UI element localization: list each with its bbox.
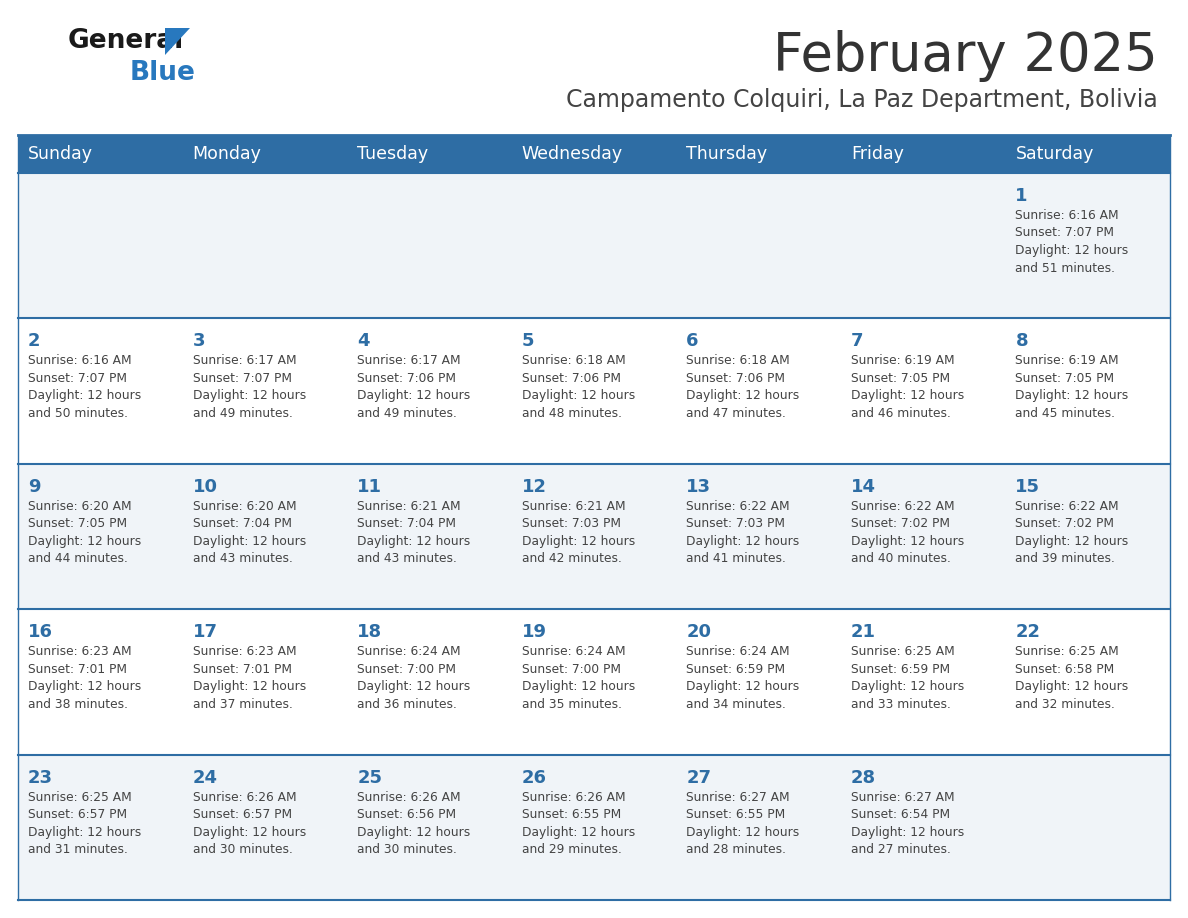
Text: 24: 24 (192, 768, 217, 787)
Text: Wednesday: Wednesday (522, 145, 623, 163)
Text: Campamento Colquiri, La Paz Department, Bolivia: Campamento Colquiri, La Paz Department, … (567, 88, 1158, 112)
Text: 4: 4 (358, 332, 369, 351)
Text: 11: 11 (358, 477, 383, 496)
Text: Sunrise: 6:27 AM
Sunset: 6:54 PM
Daylight: 12 hours
and 27 minutes.: Sunrise: 6:27 AM Sunset: 6:54 PM Dayligh… (851, 790, 965, 856)
Bar (18, 755, 1170, 900)
Text: 17: 17 (192, 623, 217, 641)
Text: Sunrise: 6:17 AM
Sunset: 7:06 PM
Daylight: 12 hours
and 49 minutes.: Sunrise: 6:17 AM Sunset: 7:06 PM Dayligh… (358, 354, 470, 420)
Text: Sunrise: 6:24 AM
Sunset: 6:59 PM
Daylight: 12 hours
and 34 minutes.: Sunrise: 6:24 AM Sunset: 6:59 PM Dayligh… (687, 645, 800, 711)
Polygon shape (165, 28, 190, 55)
Text: Sunrise: 6:21 AM
Sunset: 7:04 PM
Daylight: 12 hours
and 43 minutes.: Sunrise: 6:21 AM Sunset: 7:04 PM Dayligh… (358, 499, 470, 565)
Bar (18, 610, 1170, 755)
Text: Saturday: Saturday (1016, 145, 1094, 163)
Text: Sunday: Sunday (29, 145, 93, 163)
Text: 23: 23 (29, 768, 53, 787)
Text: Sunrise: 6:22 AM
Sunset: 7:03 PM
Daylight: 12 hours
and 41 minutes.: Sunrise: 6:22 AM Sunset: 7:03 PM Dayligh… (687, 499, 800, 565)
Bar (18, 173, 1170, 319)
Text: February 2025: February 2025 (773, 30, 1158, 82)
Text: 16: 16 (29, 623, 53, 641)
Text: 12: 12 (522, 477, 546, 496)
Text: Sunrise: 6:25 AM
Sunset: 6:58 PM
Daylight: 12 hours
and 32 minutes.: Sunrise: 6:25 AM Sunset: 6:58 PM Dayligh… (1016, 645, 1129, 711)
Text: Sunrise: 6:20 AM
Sunset: 7:04 PM
Daylight: 12 hours
and 43 minutes.: Sunrise: 6:20 AM Sunset: 7:04 PM Dayligh… (192, 499, 305, 565)
Text: 26: 26 (522, 768, 546, 787)
Text: Sunrise: 6:24 AM
Sunset: 7:00 PM
Daylight: 12 hours
and 35 minutes.: Sunrise: 6:24 AM Sunset: 7:00 PM Dayligh… (522, 645, 634, 711)
Text: Sunrise: 6:27 AM
Sunset: 6:55 PM
Daylight: 12 hours
and 28 minutes.: Sunrise: 6:27 AM Sunset: 6:55 PM Dayligh… (687, 790, 800, 856)
Text: 2: 2 (29, 332, 40, 351)
Text: Sunrise: 6:16 AM
Sunset: 7:07 PM
Daylight: 12 hours
and 51 minutes.: Sunrise: 6:16 AM Sunset: 7:07 PM Dayligh… (1016, 209, 1129, 274)
Text: Blue: Blue (129, 60, 196, 86)
Text: 8: 8 (1016, 332, 1028, 351)
Text: Sunrise: 6:26 AM
Sunset: 6:55 PM
Daylight: 12 hours
and 29 minutes.: Sunrise: 6:26 AM Sunset: 6:55 PM Dayligh… (522, 790, 634, 856)
Text: Sunrise: 6:23 AM
Sunset: 7:01 PM
Daylight: 12 hours
and 38 minutes.: Sunrise: 6:23 AM Sunset: 7:01 PM Dayligh… (29, 645, 141, 711)
Text: Sunrise: 6:22 AM
Sunset: 7:02 PM
Daylight: 12 hours
and 40 minutes.: Sunrise: 6:22 AM Sunset: 7:02 PM Dayligh… (851, 499, 965, 565)
Text: Sunrise: 6:24 AM
Sunset: 7:00 PM
Daylight: 12 hours
and 36 minutes.: Sunrise: 6:24 AM Sunset: 7:00 PM Dayligh… (358, 645, 470, 711)
Text: 22: 22 (1016, 623, 1041, 641)
Text: 19: 19 (522, 623, 546, 641)
Text: 18: 18 (358, 623, 383, 641)
Text: General: General (68, 28, 184, 54)
Text: 1: 1 (1016, 187, 1028, 205)
Text: 27: 27 (687, 768, 712, 787)
Text: 6: 6 (687, 332, 699, 351)
Text: 28: 28 (851, 768, 876, 787)
Text: Sunrise: 6:25 AM
Sunset: 6:59 PM
Daylight: 12 hours
and 33 minutes.: Sunrise: 6:25 AM Sunset: 6:59 PM Dayligh… (851, 645, 965, 711)
Text: Sunrise: 6:17 AM
Sunset: 7:07 PM
Daylight: 12 hours
and 49 minutes.: Sunrise: 6:17 AM Sunset: 7:07 PM Dayligh… (192, 354, 305, 420)
Text: Sunrise: 6:18 AM
Sunset: 7:06 PM
Daylight: 12 hours
and 47 minutes.: Sunrise: 6:18 AM Sunset: 7:06 PM Dayligh… (687, 354, 800, 420)
Text: 9: 9 (29, 477, 40, 496)
Text: Sunrise: 6:19 AM
Sunset: 7:05 PM
Daylight: 12 hours
and 45 minutes.: Sunrise: 6:19 AM Sunset: 7:05 PM Dayligh… (1016, 354, 1129, 420)
Text: 10: 10 (192, 477, 217, 496)
Text: 25: 25 (358, 768, 383, 787)
Text: Sunrise: 6:16 AM
Sunset: 7:07 PM
Daylight: 12 hours
and 50 minutes.: Sunrise: 6:16 AM Sunset: 7:07 PM Dayligh… (29, 354, 141, 420)
Text: Tuesday: Tuesday (358, 145, 428, 163)
Text: 13: 13 (687, 477, 712, 496)
Text: Sunrise: 6:26 AM
Sunset: 6:56 PM
Daylight: 12 hours
and 30 minutes.: Sunrise: 6:26 AM Sunset: 6:56 PM Dayligh… (358, 790, 470, 856)
Text: Monday: Monday (192, 145, 261, 163)
Text: 21: 21 (851, 623, 876, 641)
Bar (18, 464, 1170, 610)
Text: 7: 7 (851, 332, 864, 351)
Text: 20: 20 (687, 623, 712, 641)
Text: 15: 15 (1016, 477, 1041, 496)
Text: Sunrise: 6:21 AM
Sunset: 7:03 PM
Daylight: 12 hours
and 42 minutes.: Sunrise: 6:21 AM Sunset: 7:03 PM Dayligh… (522, 499, 634, 565)
Text: Sunrise: 6:20 AM
Sunset: 7:05 PM
Daylight: 12 hours
and 44 minutes.: Sunrise: 6:20 AM Sunset: 7:05 PM Dayligh… (29, 499, 141, 565)
Text: 14: 14 (851, 477, 876, 496)
Bar (18, 135, 1170, 173)
Text: Sunrise: 6:26 AM
Sunset: 6:57 PM
Daylight: 12 hours
and 30 minutes.: Sunrise: 6:26 AM Sunset: 6:57 PM Dayligh… (192, 790, 305, 856)
Text: Friday: Friday (851, 145, 904, 163)
Text: 5: 5 (522, 332, 535, 351)
Text: Thursday: Thursday (687, 145, 767, 163)
Text: Sunrise: 6:18 AM
Sunset: 7:06 PM
Daylight: 12 hours
and 48 minutes.: Sunrise: 6:18 AM Sunset: 7:06 PM Dayligh… (522, 354, 634, 420)
Text: Sunrise: 6:25 AM
Sunset: 6:57 PM
Daylight: 12 hours
and 31 minutes.: Sunrise: 6:25 AM Sunset: 6:57 PM Dayligh… (29, 790, 141, 856)
Text: Sunrise: 6:22 AM
Sunset: 7:02 PM
Daylight: 12 hours
and 39 minutes.: Sunrise: 6:22 AM Sunset: 7:02 PM Dayligh… (1016, 499, 1129, 565)
Bar (18, 319, 1170, 464)
Text: 3: 3 (192, 332, 206, 351)
Text: Sunrise: 6:19 AM
Sunset: 7:05 PM
Daylight: 12 hours
and 46 minutes.: Sunrise: 6:19 AM Sunset: 7:05 PM Dayligh… (851, 354, 965, 420)
Text: Sunrise: 6:23 AM
Sunset: 7:01 PM
Daylight: 12 hours
and 37 minutes.: Sunrise: 6:23 AM Sunset: 7:01 PM Dayligh… (192, 645, 305, 711)
